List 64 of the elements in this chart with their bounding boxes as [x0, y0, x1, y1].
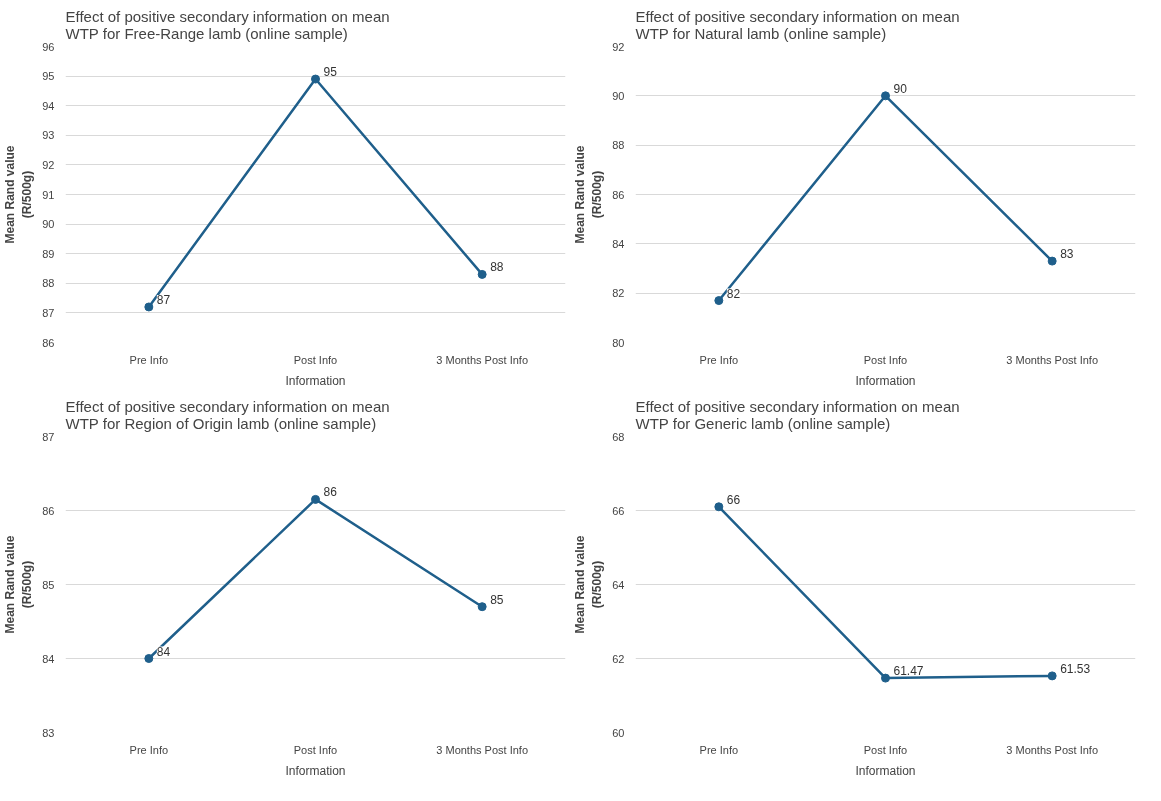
x-axis-title: Information — [855, 763, 916, 778]
x-tick-label: Post Info — [293, 353, 338, 366]
y-tick-label: 62 — [612, 652, 625, 665]
chart-title: Effect of positive secondary information on mean WTP for Region of Origin lamb (online sample) — [65, 397, 390, 432]
y-tick-label: 85 — [42, 578, 55, 591]
y-tick-label: 84 — [612, 237, 625, 250]
data-label: 84 — [156, 644, 171, 659]
y-tick-label: 93 — [42, 129, 55, 142]
y-tick-label: 96 — [42, 40, 55, 53]
y-tick-label: 95 — [42, 70, 55, 83]
data-label: 61.47 — [893, 664, 924, 679]
y-tick-label: 84 — [42, 652, 55, 665]
x-tick-label: Post Info — [863, 743, 908, 756]
y-tick-label: 89 — [42, 247, 55, 260]
y-tick-label: 87 — [42, 306, 55, 319]
y-axis-title: Mean Rand value (R/500g) — [573, 145, 605, 244]
x-axis-title: Information — [285, 763, 346, 778]
data-label: 61.53 — [1060, 661, 1091, 676]
data-label: 82 — [726, 286, 741, 301]
x-tick-label: Post Info — [863, 353, 908, 366]
y-axis-title: Mean Rand value (R/500g) — [3, 535, 35, 634]
y-tick-label: 68 — [612, 430, 625, 443]
data-label: 90 — [893, 81, 908, 96]
y-tick-label: 90 — [42, 218, 55, 231]
x-tick-label: Post Info — [293, 743, 338, 756]
y-tick-label: 86 — [612, 188, 625, 201]
y-tick-label: 92 — [42, 158, 55, 171]
y-tick-label: 64 — [612, 578, 625, 591]
y-tick-label: 92 — [612, 40, 625, 53]
data-label: 87 — [156, 292, 171, 307]
data-label: 86 — [323, 485, 338, 500]
x-tick-label: Pre Info — [129, 743, 169, 756]
y-tick-label: 80 — [612, 336, 625, 349]
chart-title: Effect of positive secondary information on mean WTP for Natural lamb (online sample) — [635, 7, 960, 42]
x-axis-title: Information — [855, 373, 916, 388]
x-tick-label: 3 Months Post Info — [1006, 743, 1099, 756]
data-label: 66 — [726, 492, 741, 507]
chart-title: Effect of positive secondary information on mean WTP for Generic lamb (online sample) — [635, 397, 960, 432]
y-tick-label: 87 — [42, 430, 55, 443]
y-tick-label: 66 — [612, 504, 625, 517]
y-axis-title: Mean Rand value (R/500g) — [573, 535, 605, 634]
data-label: 83 — [1060, 247, 1074, 262]
y-tick-label: 83 — [42, 726, 55, 739]
y-tick-label: 86 — [42, 336, 55, 349]
x-tick-label: 3 Months Post Info — [1006, 353, 1099, 366]
x-tick-label: Pre Info — [699, 353, 739, 366]
data-label: 88 — [490, 260, 504, 275]
y-tick-label: 60 — [612, 726, 625, 739]
y-tick-label: 86 — [42, 504, 55, 517]
data-label: 85 — [490, 592, 504, 607]
x-tick-label: 3 Months Post Info — [436, 743, 529, 756]
y-tick-label: 90 — [612, 89, 625, 102]
y-tick-label: 88 — [612, 139, 625, 152]
x-tick-label: Pre Info — [129, 353, 169, 366]
data-label: 95 — [323, 65, 338, 80]
y-tick-label: 91 — [42, 188, 55, 201]
chart-title: Effect of positive secondary information on mean WTP for Free-Range lamb (online sample) — [65, 7, 390, 42]
x-axis-title: Information — [285, 373, 346, 388]
x-tick-label: Pre Info — [699, 743, 739, 756]
y-tick-label: 82 — [612, 287, 625, 300]
x-tick-label: 3 Months Post Info — [436, 353, 529, 366]
y-tick-label: 88 — [42, 277, 55, 290]
y-axis-title: Mean Rand value (R/500g) — [3, 145, 35, 244]
y-tick-label: 94 — [42, 99, 55, 112]
